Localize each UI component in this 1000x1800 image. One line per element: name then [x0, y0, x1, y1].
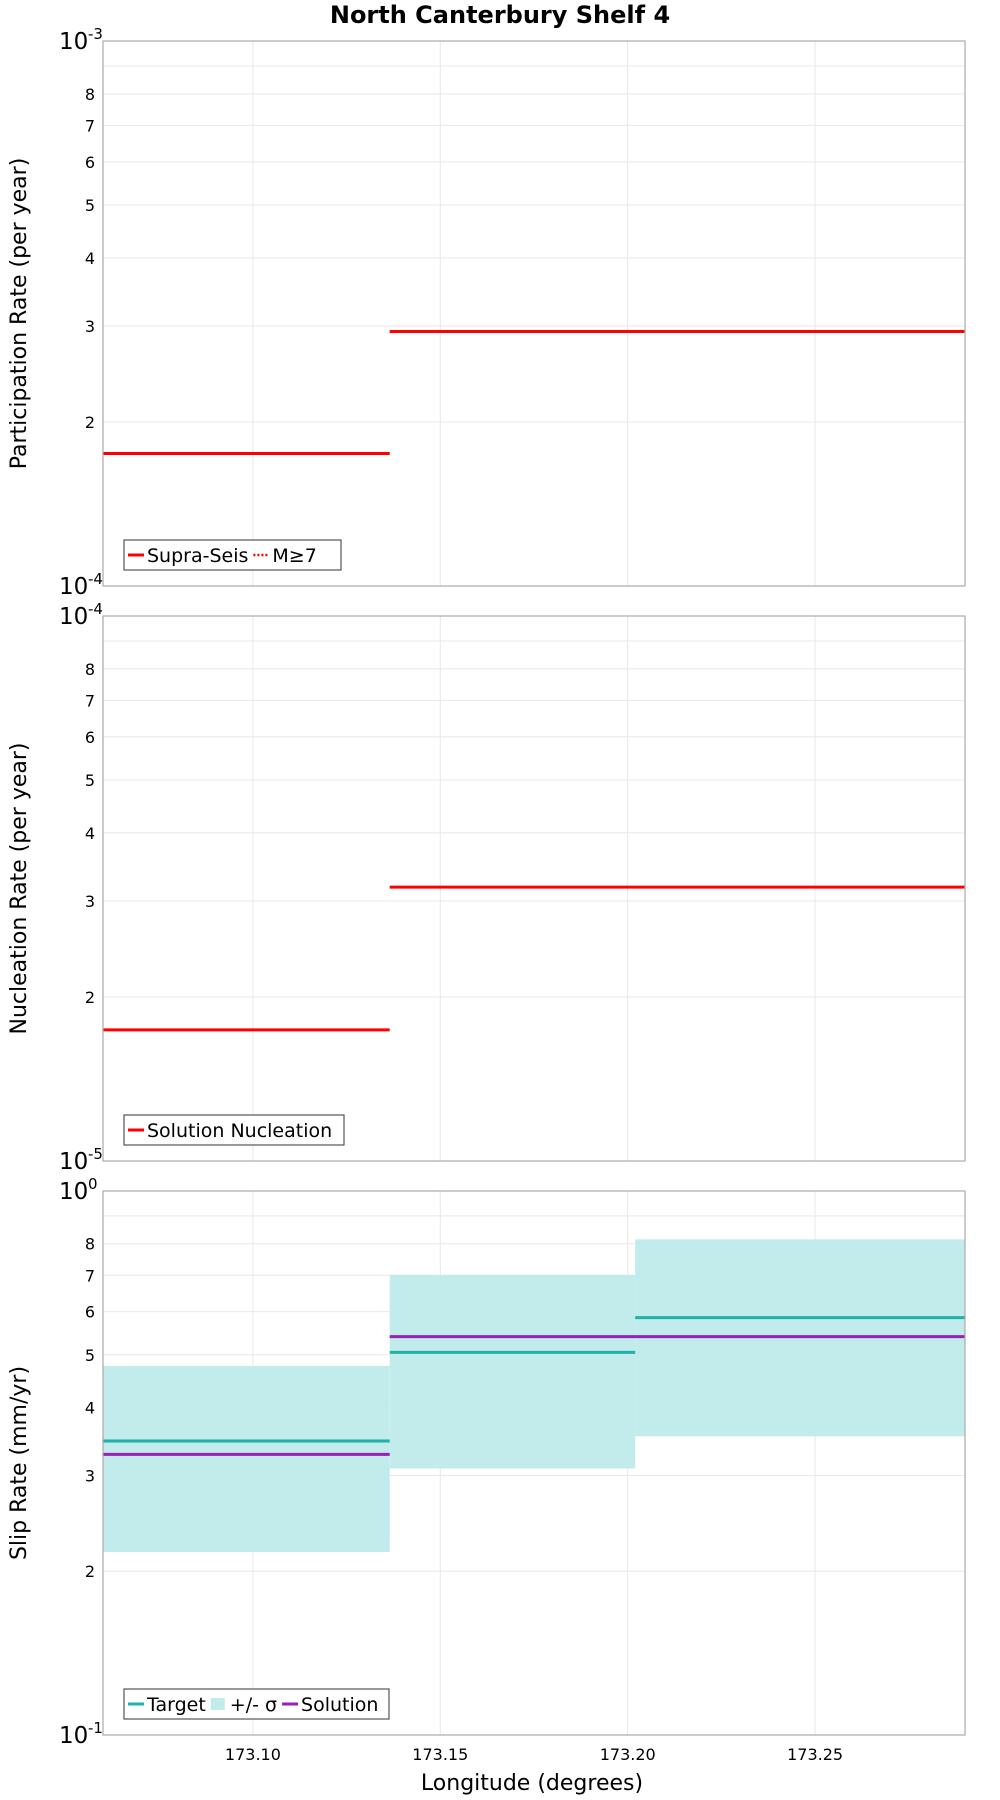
y-decade-label: 10 — [59, 1149, 88, 1175]
y-tick-label: 8 — [85, 85, 95, 104]
y-tick-label: 4 — [85, 824, 95, 843]
y-tick-label: 5 — [85, 771, 95, 790]
y-tick-label: 4 — [85, 249, 95, 268]
legend-label: +/- σ — [230, 1694, 277, 1716]
y-tick-label: 3 — [85, 317, 95, 336]
legend-box — [123, 1688, 390, 1720]
y-decade-label: 10 — [59, 574, 88, 600]
band-segment — [103, 1365, 390, 1552]
y-axis-label: Slip Rate (mm/yr) — [7, 1366, 32, 1560]
y-tick-label: 5 — [85, 196, 95, 215]
y-decade-exponent: -3 — [88, 25, 103, 43]
y-decade-exponent: -5 — [88, 1145, 103, 1163]
x-tick-label: 173.10 — [225, 1745, 281, 1764]
legend: Supra-Seis M≥7 — [123, 539, 342, 571]
y-axis-label: Nucleation Rate (per year) — [7, 743, 32, 1035]
y-decade-exponent: -1 — [88, 1719, 103, 1737]
x-tick-label: 173.20 — [600, 1745, 656, 1764]
legend: Target +/- σ Solution — [123, 1688, 390, 1720]
y-tick-label: 6 — [85, 1303, 95, 1322]
y-decade-exponent: -4 — [88, 570, 103, 588]
y-axis-label: Participation Rate (per year) — [7, 158, 32, 470]
chart-title: North Canterbury Shelf 4 — [330, 1, 670, 29]
plot-frame — [102, 1190, 966, 1736]
y-tick-label: 8 — [85, 1235, 95, 1254]
legend-swatch-band — [210, 1698, 225, 1710]
y-decade-exponent: -4 — [88, 600, 103, 618]
y-tick-label: 3 — [85, 892, 95, 911]
plot-area — [103, 41, 965, 586]
plot-frame — [102, 615, 966, 1162]
legend: Solution Nucleation — [123, 1114, 345, 1146]
legend-label: Supra-Seis — [147, 545, 248, 567]
legend-box — [123, 539, 342, 571]
y-decade-label: 10 — [59, 1179, 88, 1205]
y-tick-label: 2 — [85, 1562, 95, 1581]
y-tick-label: 7 — [85, 691, 95, 710]
y-tick-label: 8 — [85, 660, 95, 679]
legend-label: Solution — [301, 1694, 378, 1716]
legend-label: M≥7 — [272, 545, 316, 567]
y-tick-label: 7 — [85, 1266, 95, 1285]
y-tick-label: 6 — [85, 728, 95, 747]
x-tick-label: 173.25 — [787, 1745, 843, 1764]
plot-frame — [102, 40, 966, 587]
band-segment — [389, 1274, 636, 1469]
y-decade-label: 10 — [59, 1723, 88, 1749]
legend-label: Solution Nucleation — [147, 1120, 332, 1142]
y-tick-label: 5 — [85, 1346, 95, 1365]
x-tick-label: 173.15 — [412, 1745, 468, 1764]
y-tick-label: 3 — [85, 1466, 95, 1485]
y-decade-exponent: 0 — [88, 1175, 98, 1193]
y-decade-label: 10 — [59, 604, 88, 630]
y-tick-label: 2 — [85, 988, 95, 1007]
y-tick-label: 2 — [85, 413, 95, 432]
legend-label: Target — [146, 1694, 206, 1716]
y-tick-label: 4 — [85, 1398, 95, 1417]
x-axis-label: Longitude (degrees) — [421, 1771, 643, 1796]
y-tick-label: 7 — [85, 116, 95, 135]
y-decade-label: 10 — [59, 29, 88, 55]
legend-box — [123, 1114, 345, 1146]
y-tick-label: 6 — [85, 153, 95, 172]
